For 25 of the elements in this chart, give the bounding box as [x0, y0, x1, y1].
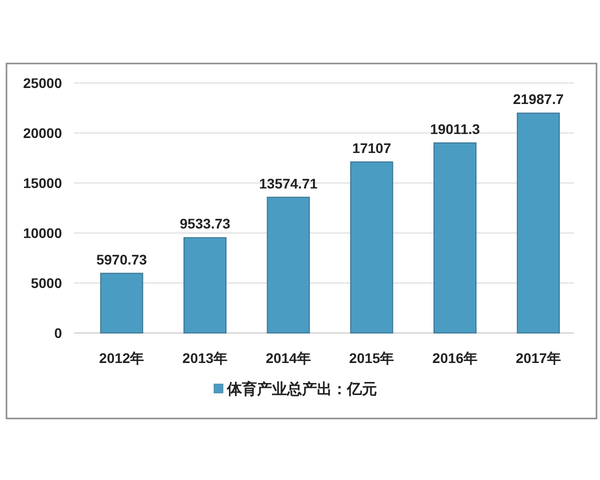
- bar: [434, 142, 476, 334]
- data-label: 5970.73: [96, 251, 148, 268]
- bar: [184, 237, 226, 334]
- data-label: 13574.71: [259, 175, 318, 192]
- legend-label: 体育产业总产出：亿元: [226, 380, 377, 398]
- x-tick-label: 2015年: [349, 350, 394, 366]
- bar: [266, 196, 310, 334]
- x-tick-label: 2016年: [432, 350, 478, 366]
- bar: [350, 161, 394, 334]
- data-label: 21987.7: [513, 91, 564, 108]
- y-tick-label: 0: [54, 325, 62, 341]
- data-label: 17107: [352, 140, 392, 156]
- bar: [100, 272, 144, 334]
- y-tick-label: 10000: [23, 225, 62, 241]
- x-tick-label: 2012年: [99, 350, 144, 366]
- data-label: 19011.3: [430, 120, 480, 137]
- bar: [516, 112, 560, 334]
- x-tick-label: 2017年: [516, 350, 561, 366]
- y-tick-label: 15000: [23, 175, 62, 191]
- y-tick-label: 25000: [23, 75, 62, 91]
- y-tick-label: 5000: [30, 275, 62, 291]
- x-tick-label: 2014年: [266, 350, 311, 366]
- data-label: 9533.73: [180, 216, 231, 232]
- y-tick-label: 20000: [23, 125, 62, 141]
- x-tick-label: 2013年: [182, 350, 228, 366]
